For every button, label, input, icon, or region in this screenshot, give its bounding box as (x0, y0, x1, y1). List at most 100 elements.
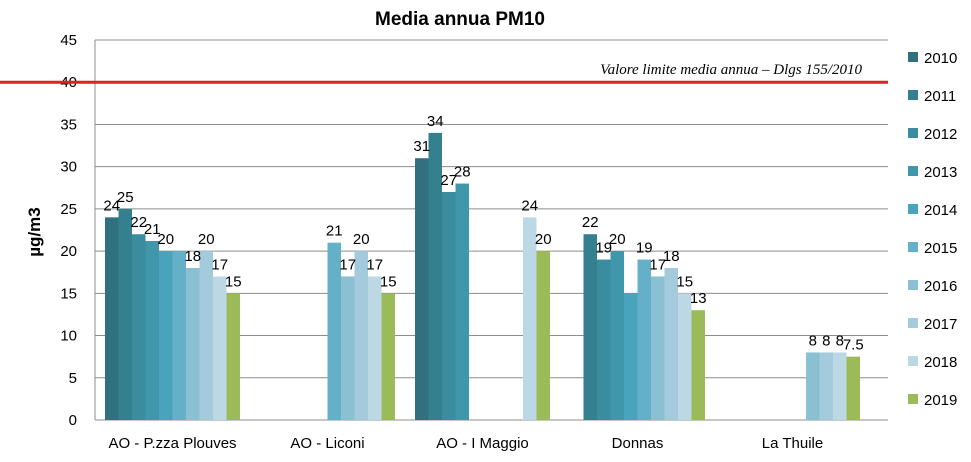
data-label: 17 (366, 256, 383, 273)
data-label: 15 (380, 273, 397, 290)
reference-line-group: Valore limite media annua – Dlgs 155/201… (0, 62, 888, 84)
y-tick-label: 10 (60, 328, 77, 345)
y-axis-label: µg/m3 (25, 207, 44, 256)
limit-line-label: Valore limite media annua – Dlgs 155/201… (600, 62, 862, 78)
data-label: 18 (663, 248, 680, 265)
data-label: 17 (211, 256, 228, 273)
category-label: AO - P.zza Plouves (108, 435, 236, 452)
legend-label: 2019 (924, 392, 957, 409)
legend-label: 2015 (924, 240, 957, 257)
bar-2010 (415, 158, 429, 420)
category-label: Donnas (612, 435, 664, 452)
y-tick-label: 20 (60, 243, 77, 260)
data-label: 13 (690, 290, 707, 307)
bar-2018 (523, 217, 537, 420)
legend-swatch-2013 (908, 166, 918, 176)
bar-2019 (226, 293, 240, 420)
data-label: 20 (353, 231, 370, 248)
data-label: 34 (427, 113, 444, 130)
data-label: 17 (649, 256, 666, 273)
legend-swatch-2011 (908, 90, 918, 100)
bar-2016 (806, 352, 820, 420)
data-label: 7.5 (843, 337, 864, 354)
data-label: 20 (157, 231, 174, 248)
y-tick-label: 15 (60, 285, 77, 302)
bar-2015 (637, 259, 651, 420)
legend-label: 2016 (924, 278, 957, 295)
legend-swatch-2018 (908, 356, 918, 366)
bar-2018 (368, 276, 382, 420)
bar-2019 (691, 310, 705, 420)
bar-2017 (354, 251, 368, 420)
data-label: 8 (822, 332, 830, 349)
bar-2019 (381, 293, 395, 420)
chart-title: Media annua PM10 (375, 9, 545, 30)
bar-2011 (118, 208, 132, 420)
legend-label: 2010 (924, 50, 957, 67)
legend: 2010 2011 2012 2013 2014 2015 2016 2017 2018 2019 (908, 50, 957, 409)
category-label: AO - I Maggio (436, 435, 529, 452)
y-tick-label: 0 (69, 412, 77, 429)
legend-swatch-2012 (908, 128, 918, 138)
data-label: 15 (225, 273, 242, 290)
bars (105, 132, 860, 420)
bar-2018 (213, 276, 227, 420)
data-label: 28 (454, 164, 471, 181)
bar-2013 (455, 183, 469, 420)
bar-2017 (819, 352, 833, 420)
bar-2015 (327, 242, 341, 420)
data-label: 20 (535, 231, 552, 248)
legend-swatch-2016 (908, 280, 918, 290)
data-label: 25 (117, 189, 134, 206)
bar-2016 (341, 276, 355, 420)
data-label: 20 (609, 231, 626, 248)
legend-label: 2017 (924, 316, 957, 333)
y-tick-label: 45 (60, 32, 77, 49)
bar-2013 (145, 240, 159, 420)
data-label: 22 (130, 214, 147, 231)
y-tick-label: 30 (60, 159, 77, 176)
bar-2014 (624, 293, 638, 420)
data-label: 19 (636, 240, 653, 257)
bar-2019 (846, 356, 860, 420)
category-label: La Thuile (762, 435, 823, 452)
bar-2015 (172, 251, 186, 420)
legend-swatch-2019 (908, 394, 918, 404)
bar-2012 (132, 234, 146, 420)
bar-2017 (664, 268, 678, 420)
bar-2010 (105, 217, 119, 420)
category-label: AO - Liconi (290, 435, 364, 452)
data-label: 17 (339, 256, 356, 273)
bar-2016 (186, 268, 200, 420)
legend-label: 2012 (924, 126, 957, 143)
bar-2018 (678, 293, 692, 420)
bar-2019 (536, 251, 550, 420)
data-label: 24 (521, 197, 538, 214)
y-tick-label: 35 (60, 116, 77, 133)
data-label: 24 (103, 197, 120, 214)
legend-label: 2018 (924, 354, 957, 371)
legend-swatch-2010 (908, 52, 918, 62)
bar-2018 (833, 352, 847, 420)
legend-label: 2014 (924, 202, 957, 219)
data-label: 21 (144, 221, 161, 238)
legend-swatch-2015 (908, 242, 918, 252)
legend-swatch-2017 (908, 318, 918, 328)
legend-label: 2011 (924, 88, 956, 105)
bar-2012 (442, 192, 456, 420)
bar-2017 (199, 251, 213, 420)
y-tick-label: 5 (69, 370, 77, 387)
legend-label: 2013 (924, 164, 957, 181)
bar-2016 (651, 276, 665, 420)
data-label: 21 (326, 223, 343, 240)
data-label: 27 (440, 172, 457, 189)
data-label: 15 (676, 273, 693, 290)
bar-2011 (428, 132, 442, 420)
data-label: 31 (413, 138, 430, 155)
data-label: 19 (595, 240, 612, 257)
data-label: 8 (836, 332, 844, 349)
bar-2013 (610, 251, 624, 420)
legend-swatch-2014 (908, 204, 918, 214)
data-label: 18 (184, 248, 201, 265)
